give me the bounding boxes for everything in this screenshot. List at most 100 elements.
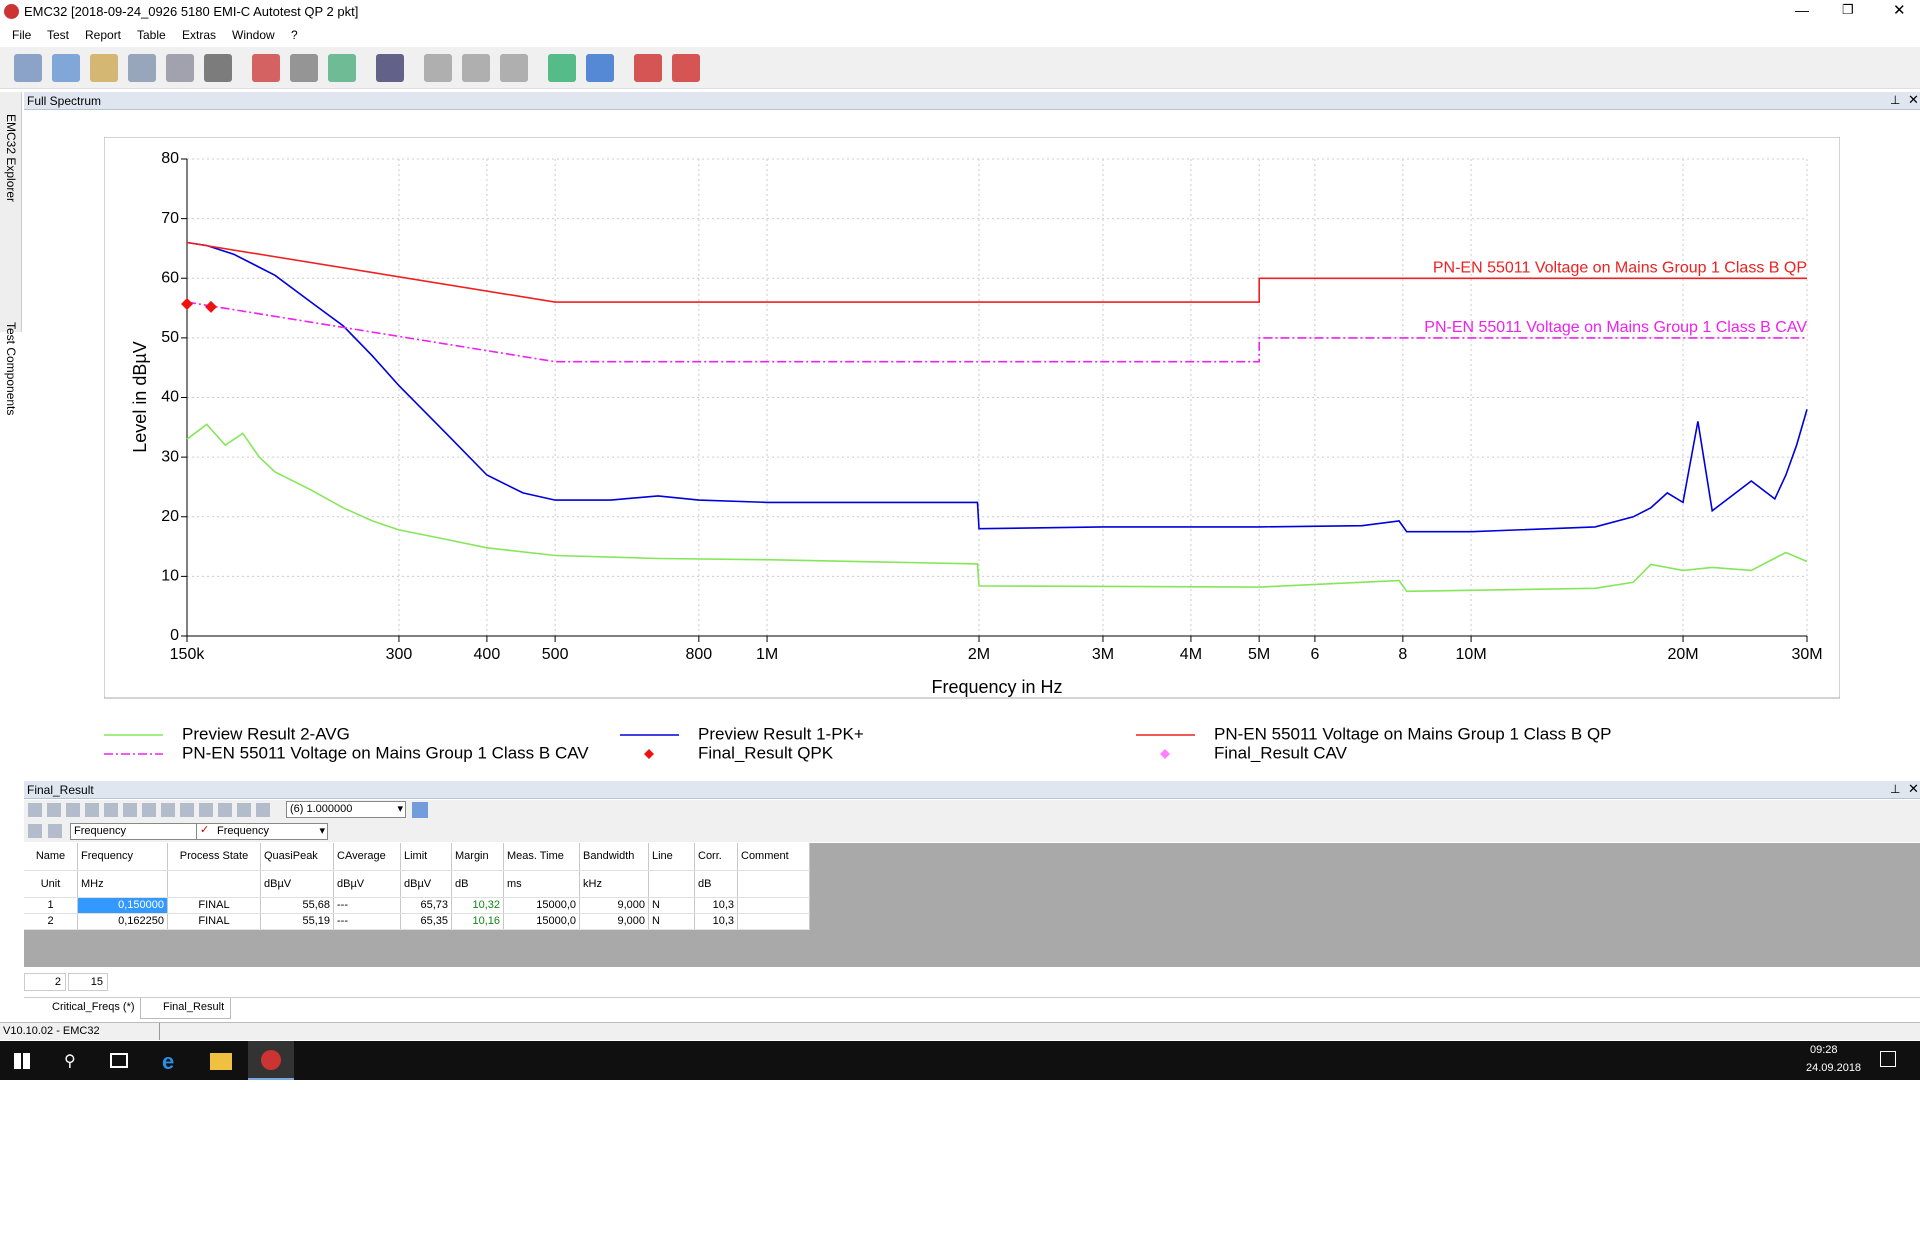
table-cell[interactable]: 15000,0	[503, 897, 580, 914]
toolbar-button[interactable]	[28, 824, 42, 838]
table-cell[interactable]: Bandwidth	[579, 843, 649, 871]
close-button[interactable]: ✕	[1893, 2, 1906, 19]
toolbar-button[interactable]	[500, 54, 528, 82]
toolbar-button[interactable]	[161, 803, 175, 817]
table-cell[interactable]: 55,68	[260, 897, 334, 914]
task-view[interactable]	[110, 1053, 128, 1068]
table-cell[interactable]: Comment	[737, 843, 810, 871]
toolbar-button[interactable]	[256, 803, 270, 817]
table-cell[interactable]: 0,150000	[77, 897, 168, 914]
toolbar-button[interactable]	[104, 803, 118, 817]
table-cell[interactable]	[167, 870, 261, 898]
table-cell[interactable]: FINAL	[167, 913, 261, 930]
toolbar-button[interactable]	[28, 803, 42, 817]
table-cell[interactable]: N	[648, 897, 695, 914]
table-cell[interactable]: 0,162250	[77, 913, 168, 930]
toolbar-button[interactable]	[376, 54, 404, 82]
toolbar-button[interactable]	[128, 54, 156, 82]
table-cell[interactable]: 10,3	[694, 913, 738, 930]
table-cell[interactable]: ms	[503, 870, 580, 898]
menu-item[interactable]: Extras	[182, 28, 217, 42]
table-cell[interactable]: kHz	[579, 870, 649, 898]
sidebar-tab[interactable]: Test Components	[4, 322, 18, 416]
table-cell[interactable]	[737, 870, 810, 898]
table-cell[interactable]: 1	[24, 897, 78, 914]
table-cell[interactable]: QuasiPeak	[260, 843, 334, 871]
table-cell[interactable]: MHz	[77, 870, 168, 898]
table-cell[interactable]: 55,19	[260, 913, 334, 930]
table-cell[interactable]: 65,73	[400, 897, 452, 914]
table-cell[interactable]: FINAL	[167, 897, 261, 914]
table-cell[interactable]: 9,000	[579, 913, 649, 930]
close-button[interactable]: ✕	[1908, 92, 1919, 107]
table-cell[interactable]: dBµV	[260, 870, 334, 898]
table-cell[interactable]: dB	[451, 870, 504, 898]
toolbar-button[interactable]	[47, 803, 61, 817]
toolbar-button[interactable]	[586, 54, 614, 82]
toolbar-button[interactable]	[424, 54, 452, 82]
table-cell[interactable]: ---	[333, 897, 401, 914]
maximize-button[interactable]: ❐	[1842, 2, 1854, 17]
pin-button[interactable]: ⊥	[1890, 93, 1901, 107]
table-cell[interactable]: Process State	[167, 843, 261, 871]
toolbar-button[interactable]	[180, 803, 194, 817]
toolbar-button[interactable]	[204, 54, 232, 82]
pin-button[interactable]: ⊥	[1890, 782, 1901, 796]
table-cell[interactable]: ---	[333, 913, 401, 930]
explorer-icon[interactable]	[210, 1053, 232, 1070]
table-cell[interactable]: Name	[24, 843, 78, 871]
table-cell[interactable]: dBµV	[333, 870, 401, 898]
toolbar-button[interactable]	[85, 803, 99, 817]
toolbar-button[interactable]	[548, 54, 576, 82]
table-cell[interactable]: CAverage	[333, 843, 401, 871]
table-cell[interactable]: dB	[694, 870, 738, 898]
toolbar-button[interactable]	[634, 54, 662, 82]
table-cell[interactable]: 10,3	[694, 897, 738, 914]
toolbar-button[interactable]	[123, 803, 137, 817]
toolbar-button[interactable]	[672, 54, 700, 82]
table-cell[interactable]: 10,32	[451, 897, 504, 914]
table-cell[interactable]: Corr.	[694, 843, 738, 871]
toolbar-button[interactable]	[199, 803, 213, 817]
table-cell[interactable]: 9,000	[579, 897, 649, 914]
toolbar-button[interactable]	[218, 803, 232, 817]
table-cell[interactable]	[737, 913, 810, 930]
emc32-icon[interactable]	[248, 1041, 294, 1080]
toolbar-button[interactable]	[48, 824, 62, 838]
tab[interactable]: Final_Result	[140, 998, 232, 1019]
menu-item[interactable]: Test	[47, 28, 70, 42]
toolbar-button[interactable]	[412, 802, 428, 818]
toolbar-button[interactable]	[66, 803, 80, 817]
menu-item[interactable]: Table	[137, 28, 166, 42]
notification-button[interactable]	[1880, 1051, 1896, 1067]
table-cell[interactable]: Limit	[400, 843, 452, 871]
search-button[interactable]: ⚲	[64, 1053, 76, 1070]
edge-icon[interactable]: e	[162, 1049, 175, 1074]
table-cell[interactable]: Margin	[451, 843, 504, 871]
toolbar-button[interactable]	[462, 54, 490, 82]
toolbar-button[interactable]	[237, 803, 251, 817]
table-cell[interactable]: 10,16	[451, 913, 504, 930]
minimize-button[interactable]: —	[1795, 2, 1809, 18]
toolbar-button[interactable]	[290, 54, 318, 82]
table-cell[interactable]: N	[648, 913, 695, 930]
close-button[interactable]: ✕	[1908, 781, 1919, 796]
toolbar-button[interactable]	[14, 54, 42, 82]
sidebar-tab[interactable]: EMC32 Explorer	[4, 114, 18, 203]
toolbar-button[interactable]	[142, 803, 156, 817]
toolbar-button[interactable]	[52, 54, 80, 82]
table-cell[interactable]	[648, 870, 695, 898]
menu-item[interactable]: File	[12, 28, 32, 42]
table-cell[interactable]: Unit	[24, 870, 78, 898]
toolbar-button[interactable]	[328, 54, 356, 82]
table-cell[interactable]: Meas. Time	[503, 843, 580, 871]
filter-select[interactable]: ✓ Frequency ▾	[196, 823, 328, 840]
toolbar-button[interactable]	[252, 54, 280, 82]
start-button[interactable]	[14, 1053, 30, 1069]
table-cell[interactable]: Frequency	[77, 843, 168, 871]
table-cell[interactable]	[737, 897, 810, 914]
table-cell[interactable]: dBµV	[400, 870, 452, 898]
table-cell[interactable]: 2	[24, 913, 78, 930]
sort-select[interactable]: Frequency▾	[70, 823, 210, 840]
step-select[interactable]: (6) 1.000000 ▾	[286, 801, 406, 818]
